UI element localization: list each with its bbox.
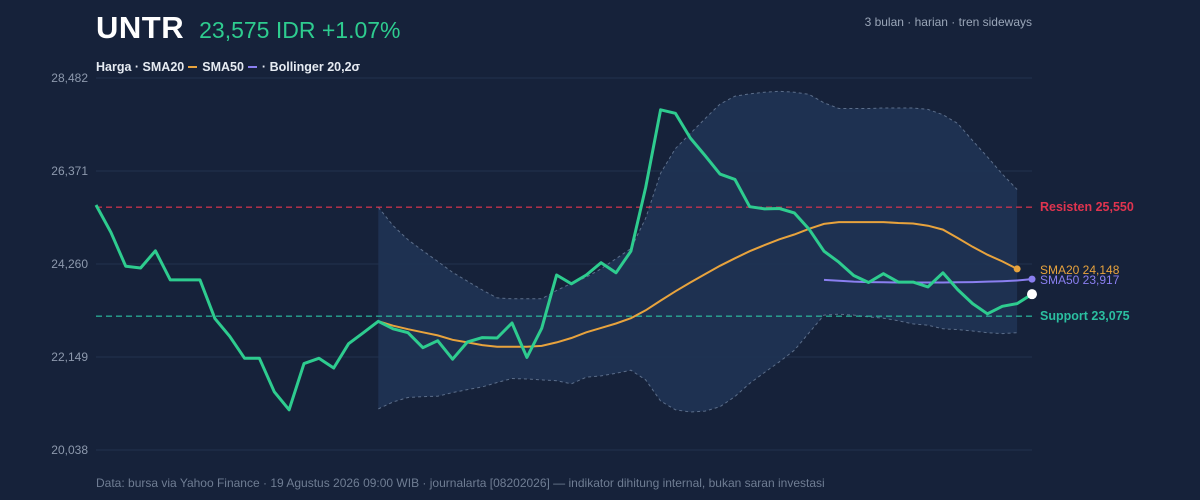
ticker-symbol: UNTR [96,10,185,45]
footer-note: Data: bursa via Yahoo Finance · 19 Agust… [96,476,825,490]
y-tick-label: 24,260 [51,257,88,271]
sma20-end-label: SMA20 24,148 [1040,263,1120,277]
legend-separator: · [261,60,270,74]
legend-sma20-swatch [188,66,198,68]
price-line [94,108,1033,412]
bollinger-upper-line [377,90,1018,300]
legend-price-label: Harga [96,60,132,74]
y-tick-label: 26,371 [51,164,88,178]
y-tick-label: 28,482 [51,71,88,85]
sma20-line [378,221,1018,348]
legend-separator: · [131,60,143,74]
price-end-point [1027,289,1037,300]
legend-sma20-label: SMA20 [142,60,185,74]
bollinger-band-fill [378,91,1018,413]
legend: Harga · SMA20 SMA50 · Bollinger 20,2σ [96,60,360,74]
support-label: Support 23,075 [1040,309,1130,323]
sma50-line [823,278,1033,284]
resistance-label: Resisten 25,550 [1040,200,1134,214]
legend-sma50-label: SMA50 [202,60,244,74]
y-tick-label: 20,038 [51,443,88,457]
bollinger-lower-line [378,313,1018,413]
legend-sma50-swatch [247,66,257,68]
chart-header: UNTR 23,575 IDR +1.07% [96,10,401,46]
chart-subtitle: 3 bulan · harian · tren sideways [864,15,1032,29]
sma50-end-label: SMA50 23,917 [1040,273,1120,287]
legend-bollinger-label: Bollinger 20,2σ [269,60,361,74]
y-tick-label: 22,149 [51,350,88,364]
sma50-end-point [1028,275,1036,283]
price-change: 23,575 IDR +1.07% [199,17,401,43]
sma20-end-point [1013,265,1021,273]
